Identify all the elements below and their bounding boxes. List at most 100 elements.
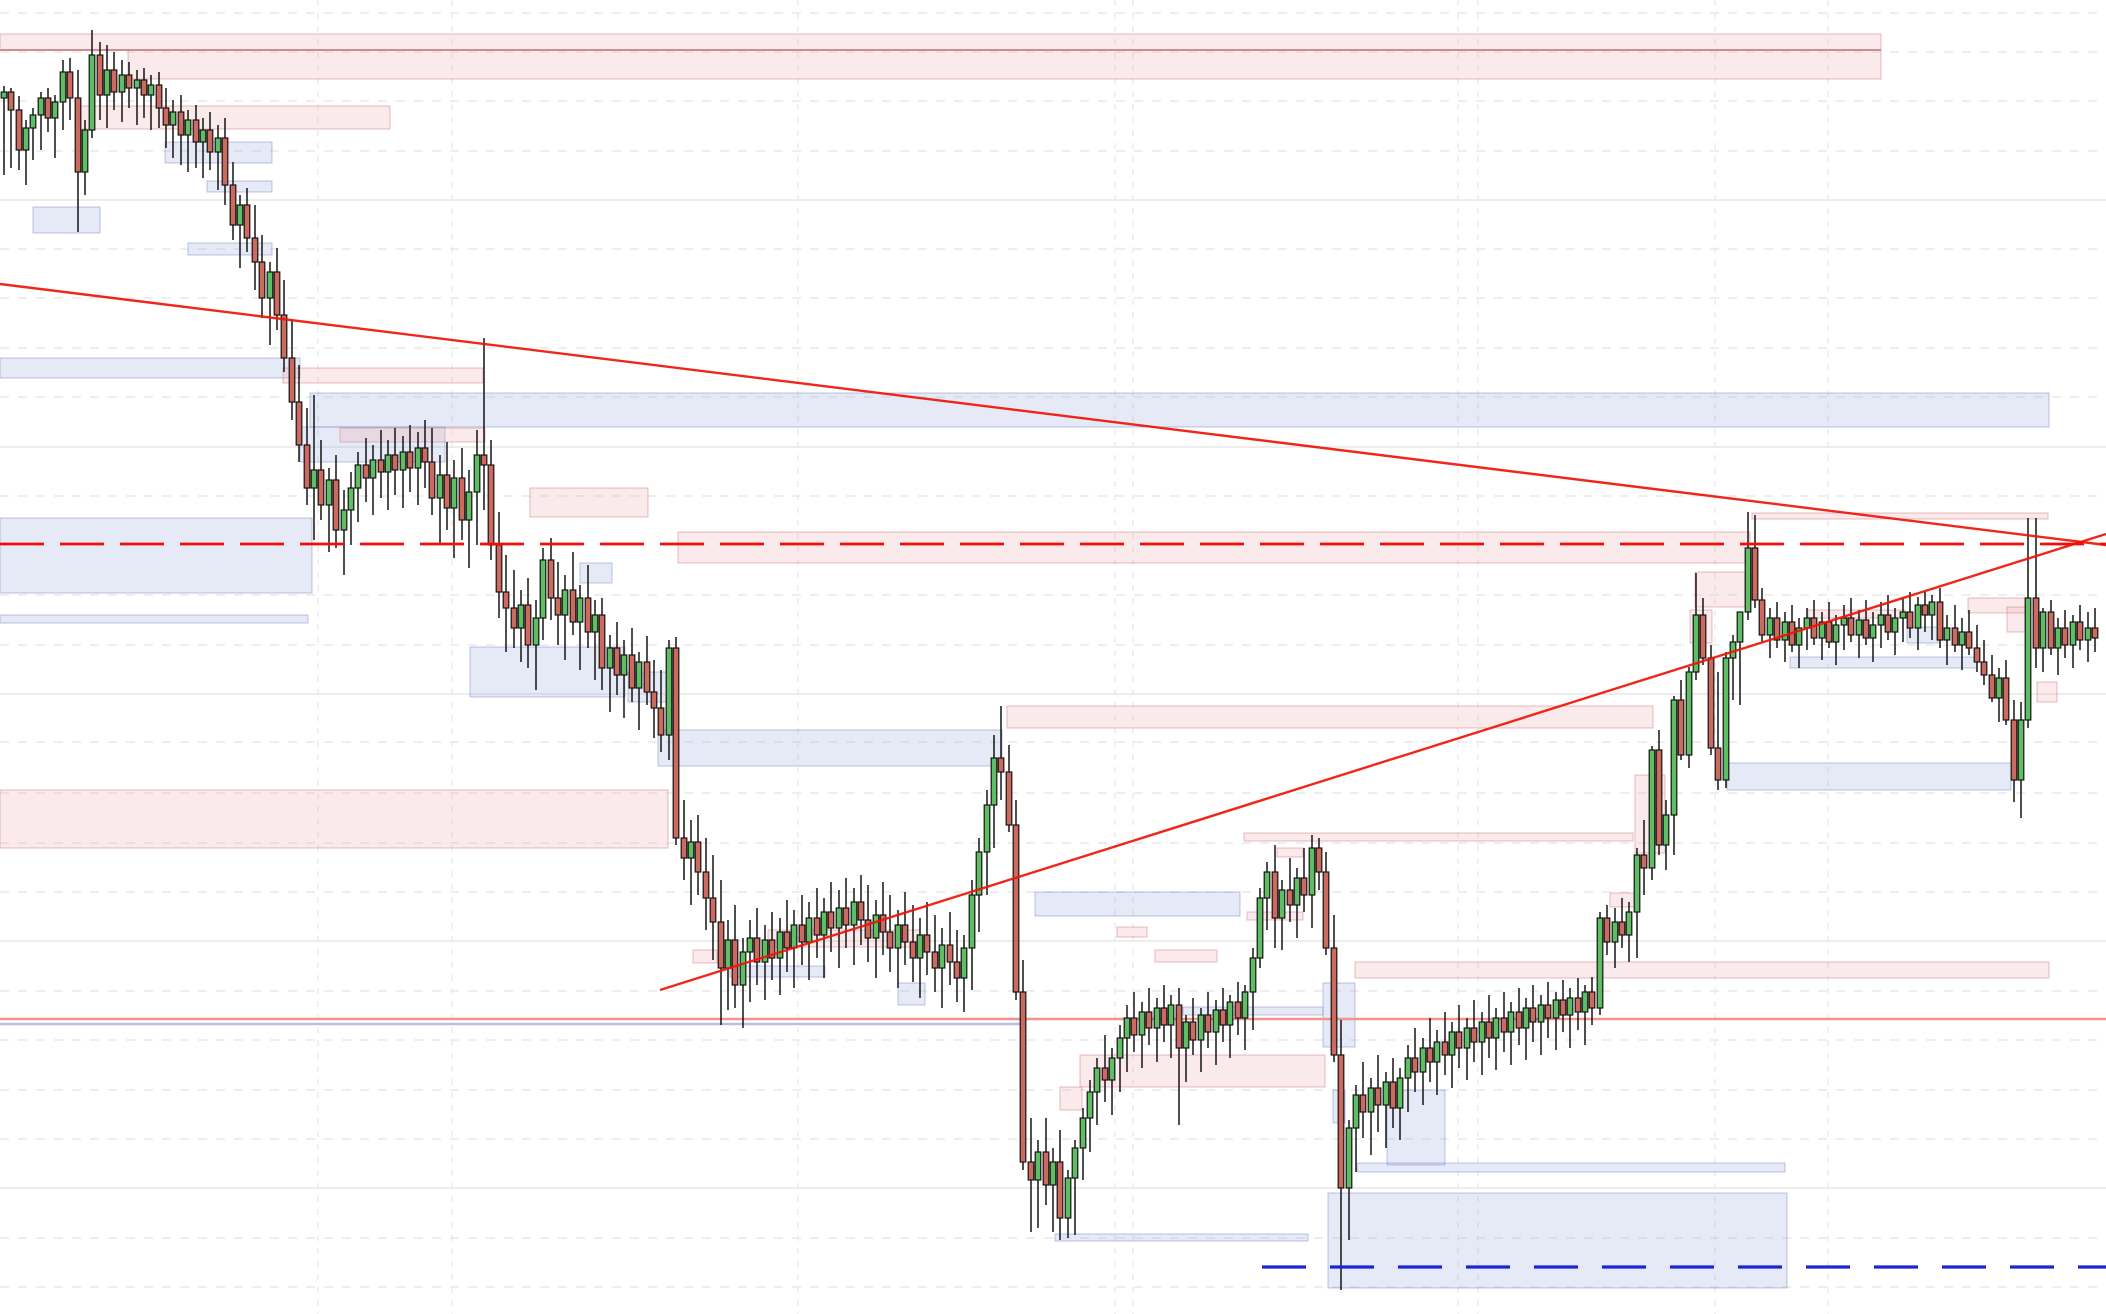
candle-body-down bbox=[1359, 1094, 1367, 1113]
demand-zone[interactable] bbox=[32, 206, 101, 234]
supply-zone[interactable] bbox=[677, 531, 1751, 564]
supply-zone[interactable] bbox=[1154, 949, 1218, 963]
candle bbox=[44, 88, 52, 132]
supply-zone[interactable] bbox=[692, 949, 718, 964]
demand-zone[interactable] bbox=[309, 392, 2050, 428]
supply-zone[interactable] bbox=[2036, 681, 2058, 703]
supply-zone[interactable] bbox=[1751, 512, 2049, 520]
candle bbox=[731, 905, 739, 1008]
candle-body-up bbox=[310, 469, 318, 489]
supply-zone[interactable] bbox=[1116, 926, 1148, 938]
demand-zone[interactable] bbox=[0, 614, 309, 624]
demand-zone[interactable] bbox=[1322, 982, 1356, 1048]
demand-zone[interactable] bbox=[1726, 762, 2012, 791]
supply-zone[interactable] bbox=[127, 49, 1882, 80]
candle-body-up bbox=[369, 459, 377, 479]
candle bbox=[1862, 600, 1870, 645]
candle bbox=[1071, 1140, 1079, 1235]
trendline-ascending[interactable] bbox=[659, 532, 2106, 992]
candle bbox=[628, 628, 636, 702]
candle bbox=[1293, 868, 1301, 938]
candle-body-up bbox=[620, 654, 628, 676]
demand-zone[interactable] bbox=[579, 562, 613, 584]
candle-body-down bbox=[377, 459, 385, 473]
candle-body-down bbox=[421, 447, 429, 463]
supply-zone[interactable] bbox=[2006, 606, 2028, 633]
candle bbox=[1019, 960, 1027, 1170]
candle-body-down bbox=[1315, 847, 1323, 873]
supply-zone[interactable] bbox=[1079, 1054, 1326, 1088]
supply-zone[interactable] bbox=[1354, 961, 2050, 979]
supply-zone[interactable] bbox=[1276, 847, 1304, 858]
candle-body-up bbox=[340, 509, 348, 531]
candle bbox=[1433, 1030, 1441, 1095]
candle bbox=[1625, 902, 1633, 962]
supply-zone[interactable] bbox=[282, 367, 484, 384]
candle bbox=[1633, 848, 1641, 958]
supply-zone[interactable] bbox=[339, 427, 486, 443]
candle-body-down bbox=[1470, 1027, 1478, 1043]
candle bbox=[776, 918, 784, 995]
candle-body-down bbox=[1234, 1001, 1242, 1019]
candle bbox=[1699, 598, 1707, 665]
demand-zone[interactable] bbox=[1327, 1192, 1788, 1289]
candle-body-up bbox=[1744, 547, 1752, 613]
supply-zone[interactable] bbox=[1059, 1086, 1083, 1111]
supply-zone[interactable] bbox=[0, 789, 669, 849]
demand-zone[interactable] bbox=[187, 242, 273, 256]
demand-zone[interactable] bbox=[0, 357, 301, 379]
candle-body-down bbox=[428, 461, 436, 499]
candle bbox=[1515, 988, 1523, 1045]
candle bbox=[332, 455, 340, 548]
supply-zone[interactable] bbox=[1243, 832, 1634, 842]
demand-zone[interactable] bbox=[1034, 891, 1241, 917]
candle bbox=[1234, 982, 1242, 1035]
candle bbox=[1079, 1108, 1087, 1180]
demand-zone[interactable] bbox=[206, 180, 273, 193]
candle-body-down bbox=[317, 469, 325, 506]
trendline-descending[interactable] bbox=[0, 282, 2106, 547]
candle-body-down bbox=[909, 941, 917, 959]
candle bbox=[1005, 745, 1013, 832]
supply-zone[interactable] bbox=[1006, 705, 1654, 729]
candle bbox=[1308, 835, 1316, 928]
candle bbox=[1219, 988, 1227, 1042]
candle bbox=[229, 162, 237, 240]
demand-zone[interactable] bbox=[897, 982, 926, 1006]
candle-body-up bbox=[384, 454, 392, 473]
candle-body-down bbox=[1707, 657, 1715, 749]
demand-zone[interactable] bbox=[1906, 626, 1939, 644]
supply-zone[interactable] bbox=[529, 487, 649, 518]
demand-zone[interactable] bbox=[1356, 1162, 1786, 1173]
demand-zone[interactable] bbox=[0, 517, 313, 594]
candle-body-down bbox=[1640, 854, 1648, 869]
candle bbox=[1559, 980, 1567, 1032]
candle-body-down bbox=[1426, 1047, 1434, 1063]
candle-body-up bbox=[517, 604, 525, 629]
candle bbox=[1855, 610, 1863, 658]
demand-zone[interactable] bbox=[1054, 1233, 1309, 1242]
candle-body-up bbox=[184, 119, 192, 136]
candle bbox=[798, 895, 806, 965]
candle-body-up bbox=[1404, 1057, 1412, 1079]
demand-zone[interactable] bbox=[1789, 656, 1978, 669]
supply-zone[interactable] bbox=[0, 33, 1882, 51]
demand-zone[interactable] bbox=[657, 729, 1003, 767]
candle bbox=[1640, 820, 1648, 895]
candle bbox=[399, 436, 407, 508]
candle bbox=[110, 52, 118, 110]
candle bbox=[1064, 1170, 1072, 1238]
candle bbox=[384, 440, 392, 510]
candle-body-down bbox=[502, 591, 510, 609]
candle bbox=[1958, 618, 1966, 670]
candle bbox=[643, 636, 651, 705]
candle-body-up bbox=[51, 101, 59, 119]
candle bbox=[510, 570, 518, 648]
candle bbox=[894, 910, 902, 988]
candle bbox=[1581, 985, 1589, 1045]
candle-body-down bbox=[1189, 1021, 1197, 1041]
candle-body-up bbox=[1367, 1087, 1375, 1113]
candle-body-down bbox=[1988, 674, 1996, 699]
demand-zone[interactable] bbox=[729, 965, 826, 978]
